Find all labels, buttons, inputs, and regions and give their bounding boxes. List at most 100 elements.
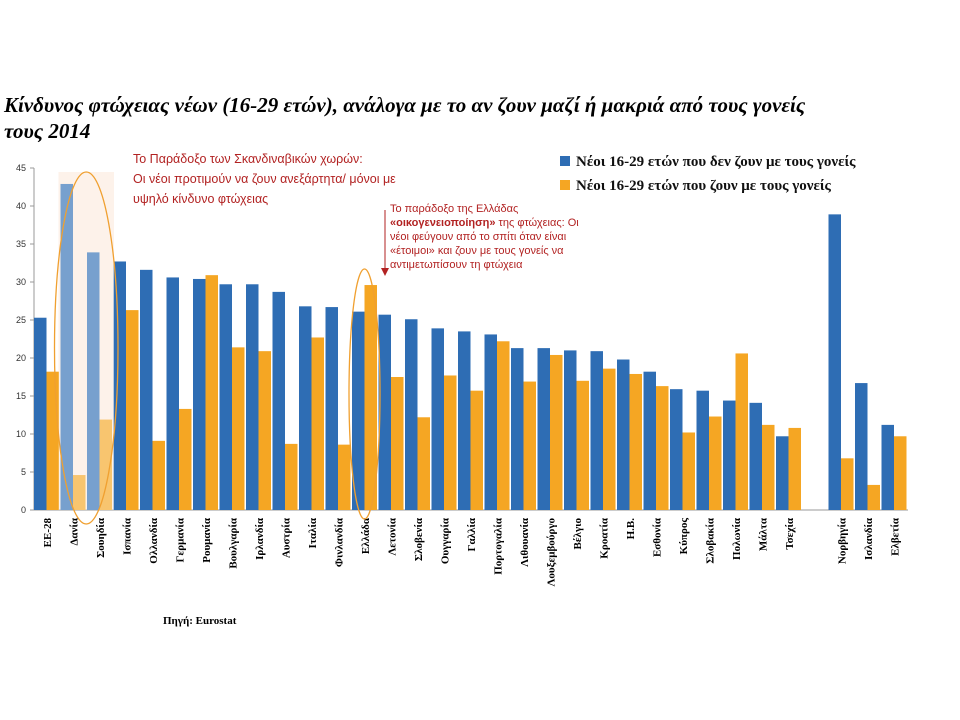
- category-label-ιρλανδία: Ιρλανδία: [254, 517, 266, 560]
- bar-with-parents-ρουμανία: [205, 275, 218, 510]
- category-label-λετονία: Λετονία: [387, 517, 399, 555]
- greece-note-line-5: αντιμετωπίσουν τη φτώχεια: [390, 259, 523, 271]
- category-label-σλοβενία: Σλοβενία: [413, 517, 425, 561]
- bar-apart-τσεχία: [776, 436, 789, 510]
- category-label-κροατία: Κροατία: [599, 517, 611, 559]
- category-label-αυστρία: Αυστρία: [281, 517, 293, 558]
- category-label-κύπρος: Κύπρος: [678, 518, 690, 555]
- bar-apart-εσθονία: [643, 371, 656, 510]
- category-label-δανία: Δανία: [69, 517, 81, 545]
- category-label-πορτογαλία: Πορτογαλία: [493, 517, 505, 575]
- bar-with-parents-αυστρία: [285, 443, 298, 510]
- bar-with-parents-βέλγιο: [576, 380, 589, 510]
- y-tick-label: 35: [16, 239, 26, 249]
- y-tick-label: 0: [21, 505, 26, 515]
- greece-annotation: Το παράδοξο της Ελλάδας «οικογενειοποίησ…: [390, 203, 579, 271]
- nordic-ellipse: [53, 171, 119, 525]
- bar-apart-ελβετία: [881, 424, 894, 510]
- y-tick-label: 15: [16, 391, 26, 401]
- bar-apart-μάλτα: [749, 402, 762, 510]
- bar-with-parents-κροατία: [603, 368, 616, 510]
- category-label-ισλανδία: Ισλανδία: [863, 517, 875, 560]
- category-label-εσθονία: Εσθονία: [652, 517, 664, 557]
- title-line-2: τους 2014: [4, 119, 91, 143]
- overlay-layer: [53, 171, 389, 525]
- category-label-νορβηγία: Νορβηγία: [837, 517, 849, 564]
- bar-apart-σλοβακία: [696, 390, 709, 510]
- bar-apart-λουξεμβούργο: [537, 348, 550, 510]
- bar-with-parents-γερμανία: [179, 408, 192, 510]
- greece-note-line-3: νέοι φεύγουν από το σπίτι όταν είναι: [390, 231, 567, 243]
- category-label-μάλτα: Μάλτα: [758, 517, 770, 551]
- bar-with-parents-δανία: [73, 475, 86, 510]
- bars: [34, 183, 907, 511]
- category-label-τσεχία: Τσεχία: [784, 517, 796, 550]
- bar-with-parents-πολωνία: [735, 353, 748, 510]
- category-label-σλοβακία: Σλοβακία: [705, 517, 717, 564]
- nordic-note-line-1: Το Παράδοξο των Σκανδιναβικών χωρών:: [133, 152, 363, 166]
- legend-label-orange: Νέοι 16-29 ετών που ζουν με τους γονείς: [576, 178, 832, 194]
- bar-apart-δανία: [60, 183, 73, 510]
- nordic-note-line-3: υψηλό κίνδυνο φτώχειας: [133, 192, 268, 206]
- bar-with-parents-λετονία: [391, 377, 404, 510]
- category-label-ουγγαρία: Ουγγαρία: [440, 517, 452, 564]
- bar-apart-νορβηγία: [828, 214, 841, 511]
- y-tick-label: 25: [16, 315, 26, 325]
- source-label: Πηγή: Eurostat: [163, 615, 237, 627]
- bar-with-parents-ελλάδα: [364, 285, 377, 510]
- bar-apart-πολωνία: [723, 400, 736, 510]
- category-label-η-β: Η.Β.: [625, 518, 637, 540]
- bar-apart-λετονία: [378, 314, 391, 510]
- category-label-λιθουανία: Λιθουανία: [519, 517, 531, 567]
- bar-apart-βέλγιο: [564, 350, 577, 510]
- legend: Νέοι 16-29 ετών που δεν ζουν με τους γον…: [560, 154, 856, 194]
- nordic-note-line-2: Οι νέοι προτιμούν να ζουν ανεξάρτητα/ μό…: [133, 172, 396, 186]
- bar-with-parents-νορβηγία: [841, 458, 854, 510]
- category-label-γερμανία: Γερμανία: [175, 517, 187, 562]
- category-label-βουλγαρία: Βουλγαρία: [228, 517, 240, 569]
- bar-with-parents-λιθουανία: [523, 381, 536, 510]
- bar-with-parents-τσεχία: [788, 427, 801, 510]
- category-labels: ΕΕ-28 Δανία Σουηδία Ισπανία Ολλανδία Γερμανία…: [42, 517, 902, 586]
- greece-note-line-1: Το παράδοξο της Ελλάδας: [390, 203, 518, 215]
- bar-apart-εε-28: [34, 317, 47, 510]
- bar-with-parents-πορτογαλία: [497, 341, 510, 510]
- bar-with-parents-ιταλία: [311, 337, 324, 510]
- category-label-ελλάδα: Ελλάδα: [360, 517, 372, 554]
- bar-apart-ισπανία: [113, 261, 126, 510]
- bar-with-parents-ελβετία: [894, 436, 907, 510]
- category-label-γαλλία: Γαλλία: [466, 517, 478, 551]
- bar-with-parents-βουλγαρία: [232, 347, 245, 510]
- greece-ellipse: [348, 268, 381, 520]
- category-label-εε-28: ΕΕ-28: [42, 518, 54, 548]
- bar-apart-γαλλία: [458, 331, 471, 510]
- bar-with-parents-σλοβακία: [709, 416, 722, 510]
- greece-note-line-2: «οικογενειοποίηση» της φτώχειας: Οι: [390, 217, 579, 229]
- bar-with-parents-η-β: [629, 373, 642, 510]
- bar-with-parents-σλοβενία: [417, 417, 430, 510]
- category-label-βέλγιο: Βέλγιο: [572, 518, 584, 550]
- bar-apart-κροατία: [590, 351, 603, 510]
- y-tick-label: 45: [16, 163, 26, 173]
- nordic-annotation: Το Παράδοξο των Σκανδιναβικών χωρών: Οι …: [133, 152, 396, 206]
- bar-apart-πορτογαλία: [484, 334, 497, 510]
- bar-apart-ρουμανία: [193, 278, 206, 510]
- y-tick-label: 30: [16, 277, 26, 287]
- bar-with-parents-κύπρος: [682, 432, 695, 510]
- category-label-φινλανδία: Φινλανδία: [334, 517, 346, 567]
- greece-note-bold: «οικογενειοποίηση»: [390, 217, 496, 229]
- bar-with-parents-ολλανδία: [152, 440, 165, 510]
- bar-apart-σουηδία: [87, 252, 100, 511]
- bar-with-parents-σουηδία: [99, 419, 112, 510]
- greece-arrow-head: [381, 268, 389, 276]
- bar-with-parents-μάλτα: [762, 424, 775, 510]
- bar-apart-γερμανία: [166, 277, 179, 510]
- category-label-ιταλία: Ιταλία: [307, 517, 319, 548]
- bar-with-parents-εε-28: [46, 371, 59, 510]
- bar-with-parents-γαλλία: [470, 390, 483, 510]
- nordic-fade-overlay: [58, 172, 114, 510]
- title-line-1: Κίνδυνος φτώχειας νέων (16-29 ετών), ανά…: [4, 93, 806, 117]
- bar-apart-ιρλανδία: [246, 284, 259, 510]
- category-label-ολλανδία: Ολλανδία: [148, 517, 160, 564]
